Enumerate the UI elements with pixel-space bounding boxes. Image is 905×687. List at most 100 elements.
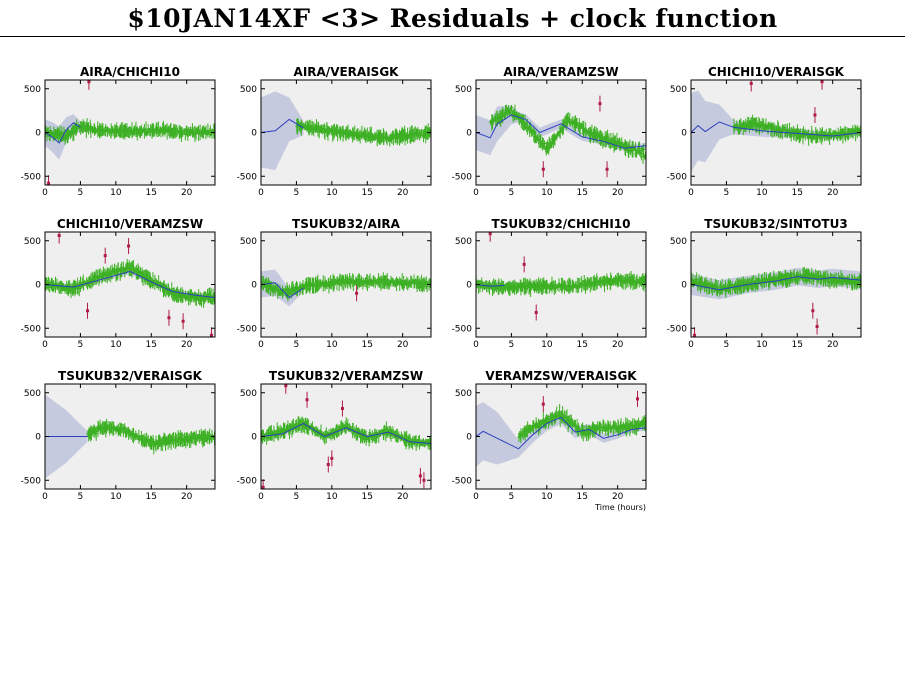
uncertainty-band: [476, 402, 646, 468]
plot-content: [45, 394, 215, 479]
x-tick-label: 10: [110, 340, 122, 350]
y-tick-label: 0: [251, 433, 257, 443]
x-tick-label: 10: [326, 188, 338, 198]
x-tick-label: 0: [42, 188, 48, 198]
x-tick-label: 0: [473, 492, 479, 502]
x-tick-label: 0: [258, 492, 264, 502]
y-tick-label: -500: [452, 476, 473, 486]
x-tick-label: 15: [362, 188, 373, 198]
outlier-point: [813, 113, 817, 117]
x-tick-label: 10: [326, 340, 338, 350]
outlier-point: [522, 262, 526, 266]
page-title: $10JAN14XF <3> Residuals + clock functio…: [127, 4, 778, 33]
y-tick-label: 500: [670, 237, 687, 247]
y-tick-label: 500: [240, 389, 257, 399]
panel-title: TSUKUB32/VERAMZSW: [269, 369, 423, 383]
y-tick-label: -500: [237, 324, 258, 334]
plot-content: [476, 232, 646, 321]
panel-title: AIRA/VERAISGK: [294, 65, 400, 79]
outlier-point: [57, 234, 61, 237]
x-tick-label: 20: [397, 340, 409, 350]
x-tick-label: 20: [397, 188, 409, 198]
y-tick-label: -500: [452, 324, 473, 334]
y-tick-label: -500: [21, 172, 42, 182]
outlier-point: [87, 80, 91, 84]
y-tick-label: 0: [681, 129, 687, 139]
x-tick-label: 20: [181, 492, 193, 502]
y-tick-label: -500: [452, 172, 473, 182]
x-tick-label: 10: [110, 492, 122, 502]
plot-content: [261, 269, 431, 307]
plot-content: [261, 384, 431, 489]
x-tick-label: 20: [181, 188, 193, 198]
x-tick-label: 0: [42, 340, 48, 350]
x-tick-label: 0: [473, 340, 479, 350]
plot-content: [691, 80, 861, 172]
x-axis-label: Time (hours): [594, 503, 646, 512]
panel-title: CHICHI10/VERAISGK: [708, 65, 845, 79]
plot-content: [691, 266, 861, 337]
outlier-point: [340, 407, 344, 410]
x-tick-label: 0: [688, 340, 694, 350]
clock-function-line: [476, 284, 505, 287]
x-tick-label: 10: [756, 188, 768, 198]
y-tick-label: 500: [455, 85, 472, 95]
outlier-point: [181, 319, 185, 323]
x-tick-label: 15: [577, 340, 588, 350]
outlier-point: [605, 167, 609, 171]
y-tick-label: 500: [24, 237, 41, 247]
outlier-point: [103, 254, 107, 258]
x-tick-label: 5: [509, 492, 515, 502]
clock-function-line: [691, 276, 861, 291]
outlier-point: [820, 80, 824, 84]
x-tick-label: 5: [294, 340, 300, 350]
outlier-point: [86, 309, 89, 313]
clock-function-line: [261, 422, 431, 444]
x-tick-label: 0: [258, 340, 264, 350]
x-tick-label: 5: [294, 188, 300, 198]
outlier-point: [693, 333, 697, 337]
x-tick-label: 5: [78, 492, 84, 502]
clock-function-line: [476, 416, 646, 450]
panel-title: TSUKUB32/VERAISGK: [58, 369, 203, 383]
outlier-point: [636, 397, 639, 401]
x-tick-label: 5: [724, 340, 730, 350]
clock-function-line: [45, 270, 215, 299]
x-tick-label: 15: [577, 188, 588, 198]
outlier-point: [598, 102, 602, 106]
outlier-point: [355, 291, 359, 295]
y-tick-label: 0: [251, 129, 257, 139]
plot-content: [476, 390, 646, 468]
x-tick-label: 10: [541, 188, 553, 198]
outlier-point: [167, 316, 171, 320]
clock-function-line: [261, 282, 304, 299]
plot-content: [476, 95, 646, 178]
y-tick-label: 0: [35, 433, 41, 443]
outlier-point: [541, 167, 545, 171]
y-tick-label: 500: [670, 85, 687, 95]
x-tick-label: 0: [258, 188, 264, 198]
x-tick-label: 20: [827, 188, 839, 198]
x-tick-label: 15: [792, 340, 803, 350]
x-tick-label: 0: [688, 188, 694, 198]
outlier-point: [541, 402, 545, 406]
y-tick-label: 500: [455, 237, 472, 247]
x-tick-label: 5: [509, 188, 515, 198]
y-tick-label: 0: [35, 281, 41, 291]
clock-function-line: [45, 122, 81, 144]
outlier-point: [284, 384, 288, 388]
outlier-point: [418, 474, 422, 478]
outlier-point: [422, 478, 426, 482]
clock-function-line: [691, 121, 861, 137]
x-tick-label: 10: [110, 188, 122, 198]
